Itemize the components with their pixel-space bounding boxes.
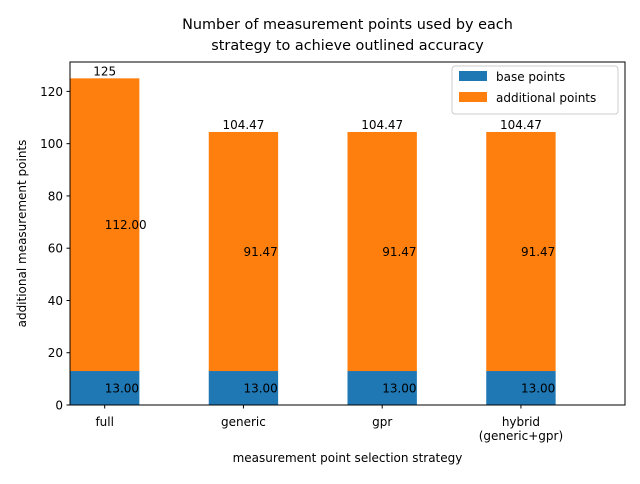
bar-additional-points-gpr: [347, 131, 417, 372]
bar-value-label-base-points-generic: 13.00: [243, 382, 277, 396]
bar-value-label-base-points-hybrid-generic-gpr: 13.00: [521, 382, 555, 396]
bar-base-points-gpr: [347, 371, 417, 405]
legend-swatch-additional-points: [459, 92, 487, 102]
bar-value-label-additional-points-hybrid-generic-gpr: 91.47: [521, 245, 555, 259]
x-tick-label: hybrid: [502, 415, 540, 429]
y-axis: 0 20 40 60 80 100 120: [40, 85, 70, 413]
bars-layer: [70, 78, 556, 405]
y-tick-label: 40: [48, 294, 63, 308]
x-tick-label: generic: [221, 415, 266, 429]
bar-value-label-base-points-full: 13.00: [105, 382, 139, 396]
y-tick-label: 120: [40, 85, 63, 99]
legend: base points additional points: [451, 65, 619, 115]
bar-total-label-generic: 104.47: [222, 118, 264, 132]
bar-value-label-additional-points-generic: 91.47: [243, 245, 277, 259]
chart-title-line-2: strategy to achieve outlined accuracy: [211, 38, 484, 54]
y-tick-label: 100: [40, 137, 63, 151]
bar-additional-points-full: [70, 78, 140, 372]
bar-value-label-additional-points-full: 112.00: [105, 218, 147, 232]
bar-total-label-gpr: 104.47: [361, 118, 403, 132]
y-axis-label: additional measurement points: [15, 140, 29, 328]
legend-frame: [451, 65, 619, 115]
legend-label-additional-points: additional points: [496, 91, 596, 105]
plot-frame: [69, 61, 626, 406]
x-axis-label: measurement point selection strategy: [233, 451, 463, 465]
y-tick-label: 0: [55, 399, 63, 413]
data-labels: 13.00 112.00 125 13.00 91.47 104.47 13.00 91.47…: [93, 64, 555, 395]
y-tick-label: 80: [48, 189, 63, 203]
bar-base-points-full: [70, 371, 140, 405]
bar-total-label-full: 125: [93, 64, 116, 78]
bar-total-label-hybrid-generic-gpr: 104.47: [500, 118, 542, 132]
chart-title-line-1: Number of measurement points used by eac…: [182, 17, 513, 33]
x-tick-label: (generic+gpr): [479, 429, 563, 443]
bar-value-label-base-points-gpr: 13.00: [382, 382, 416, 396]
bar-value-label-additional-points-gpr: 91.47: [382, 245, 416, 259]
legend-swatch-base-points: [459, 71, 487, 81]
y-tick-label: 20: [48, 346, 63, 360]
x-axis: full generic gpr hybrid(generic+gpr): [95, 405, 563, 443]
y-tick-label: 60: [48, 242, 63, 256]
bar-base-points-generic: [208, 371, 279, 405]
x-tick-label: full: [95, 415, 114, 429]
bar-additional-points-hybrid-generic-gpr: [486, 131, 556, 372]
bar-base-points-hybrid-generic-gpr: [486, 371, 556, 405]
x-tick-label: gpr: [372, 415, 392, 429]
legend-label-base-points: base points: [496, 70, 565, 84]
bar-additional-points-generic: [208, 131, 279, 372]
